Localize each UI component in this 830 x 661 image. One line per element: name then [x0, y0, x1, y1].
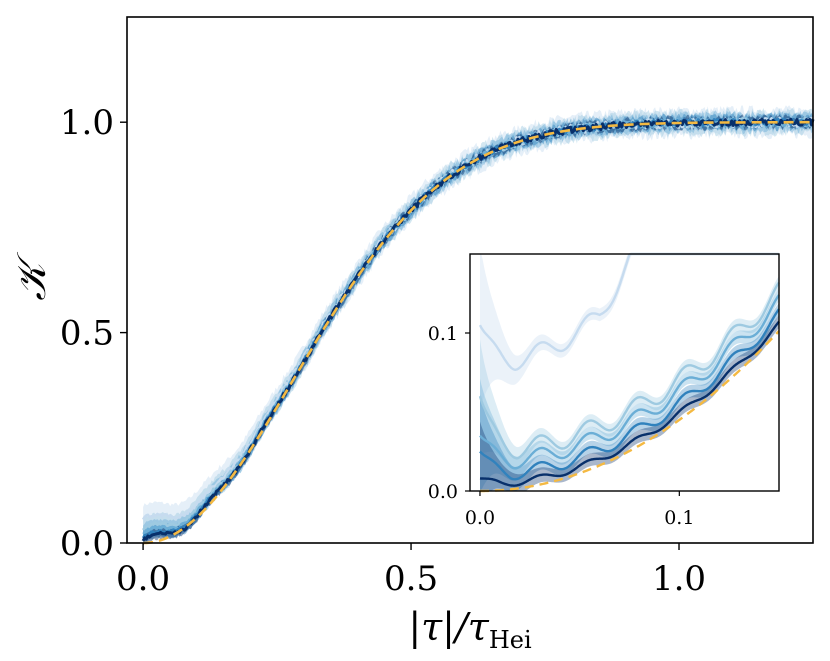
inset-y-tick-label: 0.1	[428, 323, 458, 345]
inset-band-light	[480, 276, 779, 470]
inset-series-line-light	[478, 281, 780, 460]
inset-x-tick-label: 0.1	[664, 507, 694, 529]
x-tick-label: 0.0	[116, 559, 170, 599]
inset-series-line-reference	[480, 330, 780, 493]
x-tick-label: 0.5	[384, 559, 438, 599]
x-axis-label: |τ|/τHei	[408, 605, 532, 654]
main-y-ticks: 0.0 0.5 1.0	[60, 103, 127, 564]
inset-series-line-medium	[479, 294, 780, 470]
x-tick-label: 1.0	[652, 559, 706, 599]
series-line-reference	[143, 120, 813, 545]
inset-y-tick-label: 0.0	[428, 481, 458, 503]
inset-band-medium	[480, 288, 779, 491]
inset-band-darkest	[480, 315, 779, 491]
y-tick-label: 1.0	[60, 103, 114, 143]
main-plot: 0.0 0.5 1.0 0.0 0.5 1.0 |τ|/τHei 𝒦	[9, 16, 815, 654]
inset-series-line-blue	[479, 308, 780, 481]
inset-band-blue	[480, 302, 779, 491]
main-series-lines	[141, 116, 815, 545]
inset-confidence-bands	[480, 254, 779, 491]
y-axis-label: 𝒦	[9, 252, 55, 301]
inset-y-ticks: 0.0 0.1	[428, 323, 470, 503]
inset-x-ticks: 0.0 0.1	[465, 491, 694, 529]
inset-series-line-darkest	[479, 320, 780, 487]
y-tick-label: 0.5	[60, 314, 114, 354]
inset-x-tick-label: 0.0	[465, 507, 495, 529]
inset-axes-frame	[469, 253, 780, 492]
inset-plot: 0.0 0.1 0.0 0.1	[428, 252, 780, 529]
main-axes-frame	[126, 16, 814, 544]
y-tick-label: 0.0	[60, 524, 114, 564]
main-x-ticks: 0.0 0.5 1.0	[116, 543, 706, 599]
